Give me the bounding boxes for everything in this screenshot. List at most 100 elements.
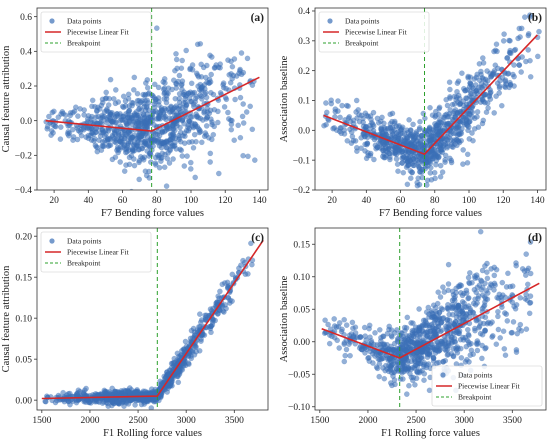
- legend-label-breakpoint: Breakpoint: [67, 39, 101, 48]
- legend-marker-points: [440, 372, 446, 378]
- data-point: [439, 169, 446, 175]
- data-point: [336, 320, 343, 326]
- data-point: [353, 97, 360, 104]
- data-point: [189, 91, 196, 98]
- data-point: [445, 261, 452, 268]
- data-point: [341, 127, 348, 133]
- data-point: [130, 141, 137, 148]
- data-point: [223, 96, 230, 103]
- data-point: [446, 342, 452, 349]
- y-tick-label: 0.4: [298, 7, 310, 17]
- data-point: [414, 354, 421, 360]
- data-point: [181, 163, 188, 169]
- data-point: [228, 121, 235, 128]
- data-point: [163, 89, 170, 96]
- data-point: [497, 77, 503, 84]
- data-point: [511, 62, 517, 68]
- data-point: [392, 381, 398, 388]
- data-point: [362, 350, 368, 356]
- data-point: [447, 86, 453, 93]
- data-point: [91, 138, 97, 144]
- data-point: [501, 31, 507, 37]
- data-point: [426, 333, 433, 340]
- data-point: [350, 117, 357, 124]
- data-point: [435, 289, 442, 296]
- data-point: [477, 228, 484, 235]
- data-point: [244, 55, 251, 62]
- data-point: [89, 103, 95, 110]
- data-point: [513, 262, 520, 269]
- x-tick-label: 20: [327, 196, 337, 206]
- data-point: [115, 129, 122, 135]
- legend-label-breakpoint: Breakpoint: [458, 393, 492, 402]
- data-point: [176, 132, 182, 139]
- data-point: [503, 284, 510, 290]
- data-point: [103, 95, 110, 101]
- plot-frame: [314, 7, 547, 191]
- data-point: [402, 347, 409, 354]
- data-point: [444, 102, 451, 109]
- panel-label: (a): [251, 12, 265, 24]
- data-point: [500, 38, 507, 44]
- data-point: [112, 100, 119, 107]
- data-point: [217, 90, 224, 96]
- y-tick-label: 0.10: [15, 314, 32, 324]
- data-point: [437, 133, 443, 140]
- data-point: [493, 41, 500, 48]
- data-point: [512, 305, 519, 312]
- data-point: [208, 71, 214, 78]
- data-point: [338, 328, 345, 335]
- data-point: [70, 134, 77, 140]
- data-point: [145, 142, 151, 149]
- data-point: [525, 30, 532, 37]
- data-point: [105, 108, 111, 115]
- data-point: [199, 117, 206, 123]
- data-point: [412, 381, 418, 388]
- data-point: [356, 111, 362, 118]
- data-point: [475, 124, 482, 130]
- data-point: [237, 94, 244, 101]
- data-point: [83, 385, 89, 392]
- data-point: [152, 160, 159, 166]
- data-point: [379, 153, 386, 160]
- data-point: [445, 306, 452, 313]
- data-point: [506, 49, 513, 56]
- data-point: [457, 282, 463, 288]
- data-point: [142, 80, 149, 86]
- y-axis-label: Causal feature attribution: [1, 265, 12, 372]
- data-point: [404, 127, 410, 133]
- data-point: [481, 92, 488, 99]
- data-point: [123, 121, 130, 127]
- y-tick-label: 0.6: [20, 13, 32, 23]
- panel-label: (b): [528, 12, 542, 24]
- data-point: [478, 80, 485, 87]
- data-point: [163, 116, 169, 123]
- data-point: [442, 152, 449, 159]
- data-point: [371, 341, 377, 348]
- data-point: [370, 109, 377, 116]
- data-point: [169, 142, 176, 149]
- data-point: [113, 113, 119, 120]
- data-point: [487, 96, 494, 102]
- data-point: [444, 317, 450, 323]
- data-point: [117, 159, 123, 165]
- x-tick-label: 2500: [407, 416, 426, 426]
- x-axis-label: F7 Bending force values: [101, 208, 204, 219]
- data-point: [345, 103, 351, 109]
- data-point: [179, 57, 185, 64]
- y-tick-label: 0.2: [20, 82, 32, 92]
- data-point: [237, 134, 244, 141]
- data-point: [201, 108, 208, 115]
- x-tick-label: 40: [84, 196, 94, 206]
- data-point: [465, 331, 472, 338]
- data-point: [413, 362, 419, 369]
- data-point: [467, 352, 474, 358]
- x-tick-label: 40: [362, 196, 372, 206]
- data-point: [355, 107, 362, 113]
- legend-marker-points: [49, 18, 55, 24]
- data-point: [446, 79, 453, 85]
- data-point: [402, 137, 409, 144]
- data-point: [536, 28, 542, 35]
- y-tick-label: 0.4: [20, 48, 32, 58]
